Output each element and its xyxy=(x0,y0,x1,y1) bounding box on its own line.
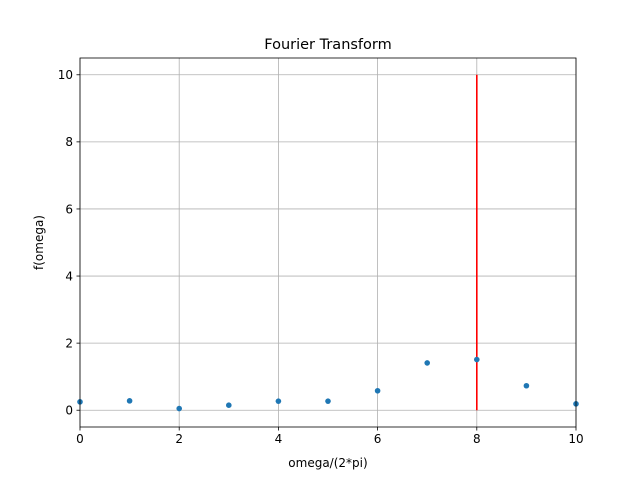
x-axis-label: omega/(2*pi) xyxy=(288,456,367,470)
y-axis-ticks: 0 2 4 6 8 10 xyxy=(58,68,80,418)
chart-title: Fourier Transform xyxy=(264,37,392,53)
data-points xyxy=(77,356,579,412)
data-point xyxy=(523,382,530,389)
y-tick-label: 2 xyxy=(65,336,73,350)
y-tick-label: 10 xyxy=(58,68,73,82)
data-point xyxy=(226,402,232,408)
data-point xyxy=(424,360,431,366)
x-tick-label: 10 xyxy=(568,432,583,446)
y-tick-label: 6 xyxy=(65,202,73,216)
y-tick-label: 4 xyxy=(65,269,73,283)
data-point xyxy=(374,387,381,394)
data-point xyxy=(275,398,282,404)
x-tick-label: 6 xyxy=(374,432,382,446)
plot-frame xyxy=(79,57,577,428)
data-point xyxy=(176,405,182,412)
x-tick-label: 0 xyxy=(76,432,84,446)
y-axis-label: f(omega) xyxy=(32,215,46,270)
x-tick-label: 8 xyxy=(473,432,481,446)
data-point xyxy=(474,356,480,363)
x-axis-ticks: 0 2 4 6 8 10 xyxy=(76,427,584,446)
x-tick-label: 4 xyxy=(275,432,283,446)
y-tick-label: 8 xyxy=(65,135,73,149)
y-tick-label: 0 xyxy=(65,404,73,418)
grid xyxy=(79,58,577,427)
x-tick-label: 2 xyxy=(175,432,183,446)
data-point xyxy=(325,398,331,404)
data-point xyxy=(126,398,133,404)
plot-area xyxy=(80,58,576,427)
